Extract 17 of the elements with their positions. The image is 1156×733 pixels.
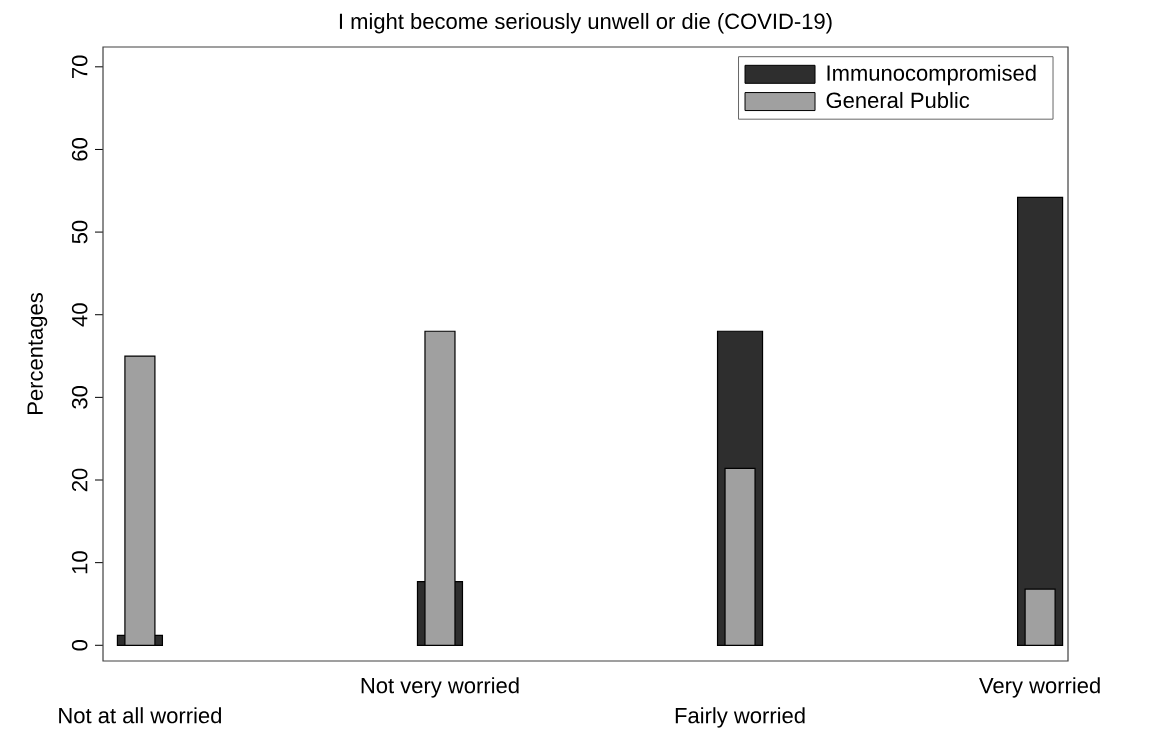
y-tick-label: 20 [71,468,88,492]
y-tick-label: 40 [71,303,88,327]
chart-title: I might become seriously unwell or die (COVID-19) [339,12,832,34]
legend-label: Immunocompromised [827,64,1036,86]
y-tick-label: 50 [71,220,88,244]
x-tick-label: Very worried [979,677,1100,698]
bar [1016,196,1064,646]
y-tick-label: 10 [71,551,88,574]
y-tick-label: 30 [71,386,88,409]
y-tick-label: 0 [71,640,88,651]
y-axis-title: Percentages [27,293,48,414]
legend-label: General Public [826,91,970,109]
y-tick-label: 60 [71,138,88,161]
x-tick-label: Not at all worried [59,707,221,724]
x-tick-label: Not very worried [361,677,519,698]
y-tick-label: 70 [71,55,88,78]
x-tick-label: Fairly worried [675,707,805,728]
